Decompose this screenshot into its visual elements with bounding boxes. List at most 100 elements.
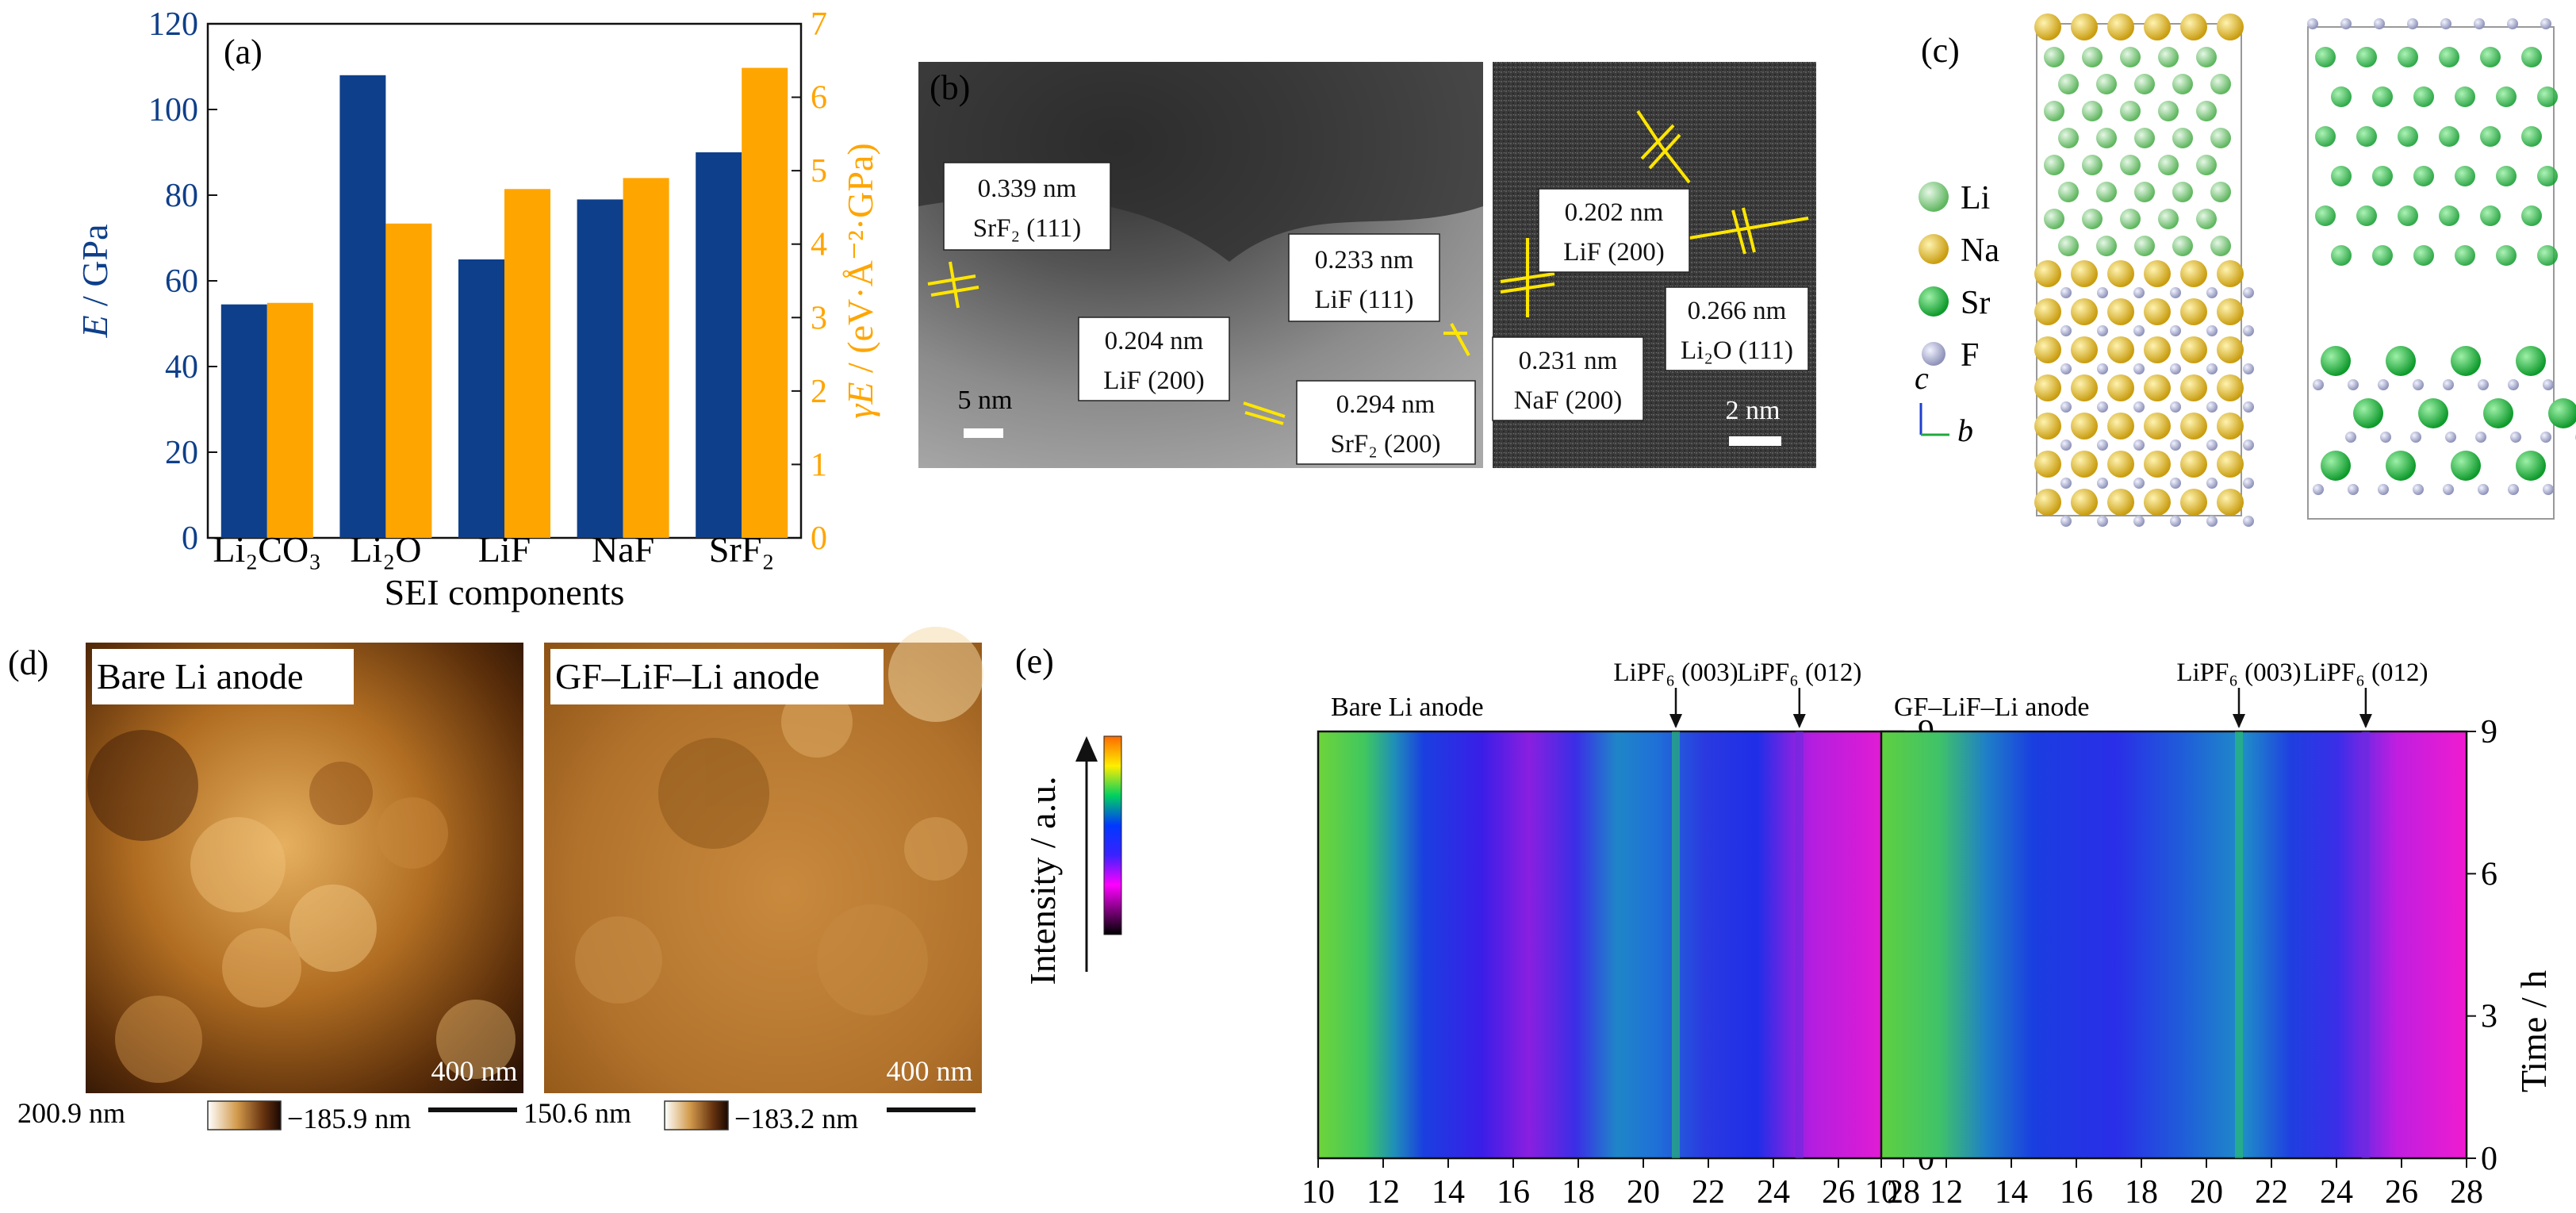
f-atom <box>2443 484 2454 495</box>
li-atom <box>2172 236 2193 256</box>
f-atom <box>2478 379 2489 390</box>
tem-right-scale-label: 2 nm <box>1726 396 1781 425</box>
na-atom <box>2217 336 2244 363</box>
na-atom <box>2034 374 2061 401</box>
afm-bare-scale-label: 400 nm <box>431 1055 517 1087</box>
intensity-arrow-head <box>1075 736 1098 762</box>
sr-atom <box>2321 451 2351 481</box>
na-atom <box>2071 451 2098 478</box>
peak-arrowhead <box>1792 714 1806 728</box>
left-tick-label: 20 <box>165 435 198 471</box>
x-category-label: Li₂O <box>350 529 421 570</box>
f-atom <box>2097 440 2108 451</box>
svg-text:SrF₂ (111): SrF₂ (111) <box>973 214 1081 243</box>
tem-annotation-0231: 0.231 nm NaF (200) <box>1492 336 1644 421</box>
li-atom <box>2134 182 2155 202</box>
f-atom <box>2097 401 2108 413</box>
na-atom <box>2217 13 2244 40</box>
afm-gf-grains <box>575 627 983 1015</box>
li-atom <box>2455 86 2475 107</box>
legend-swatch-li <box>1919 182 1949 212</box>
na-atom <box>2144 413 2171 440</box>
y-tick-label: 3 <box>2481 999 2497 1035</box>
legend-label-li: Li <box>1961 180 1990 217</box>
svg-text:0.202 nm: 0.202 nm <box>1565 198 1664 227</box>
f-atom <box>2510 432 2521 443</box>
afm-bare-grains <box>87 730 516 1083</box>
li-atom <box>2356 126 2377 147</box>
li-atom <box>2439 205 2459 226</box>
f-atom <box>2508 484 2519 495</box>
f-atom <box>2413 484 2424 495</box>
na-atom <box>2217 451 2244 478</box>
f-atom <box>2170 401 2181 413</box>
na-atom <box>2180 489 2207 516</box>
li-atom <box>2372 166 2393 186</box>
heatmap-title-1: GF–LiF–Li anode <box>1894 693 2089 722</box>
x-tick-label: 22 <box>2255 1174 2288 1211</box>
li-atom <box>2196 155 2217 175</box>
na-atom <box>2071 260 2098 287</box>
left-tick-label: 100 <box>148 92 198 129</box>
sr-atom <box>2548 398 2576 428</box>
f-atom <box>2206 516 2218 527</box>
bar-gamma-e-1 <box>385 223 432 538</box>
na-atom <box>2217 489 2244 516</box>
legend-swatch-sr <box>1919 286 1949 317</box>
na-atom <box>2071 489 2098 516</box>
li-atom <box>2496 245 2517 266</box>
y-tick-label: 6 <box>2481 856 2497 892</box>
li-atom <box>2058 182 2079 202</box>
panel-a-xlabel: SEI components <box>385 572 625 612</box>
peak-label: LiPF₆ (003) <box>2176 658 2301 687</box>
li-atom <box>2439 47 2459 67</box>
afm-bare-max: 200.9 nm <box>17 1097 125 1129</box>
f-atom <box>2133 363 2145 374</box>
left-tick-label: 0 <box>182 520 198 557</box>
f-atom <box>2445 432 2456 443</box>
f-atom <box>2060 363 2072 374</box>
li-atom <box>2496 86 2517 107</box>
panel-a-label: (a) <box>224 33 263 71</box>
x-category-label: Li₂CO₃ <box>213 529 321 570</box>
svg-text:0.339 nm: 0.339 nm <box>978 175 1077 203</box>
li-atom <box>2521 126 2542 147</box>
f-atom <box>2097 363 2108 374</box>
f-atom <box>2307 18 2318 29</box>
sr-atom <box>2451 346 2481 376</box>
tem-annotation-0266: 0.266 nm Li₂O (111) <box>1665 286 1809 371</box>
f-atom <box>2243 440 2254 451</box>
panel-d-label: (d) <box>8 643 48 682</box>
x-tick-label: 12 <box>1367 1174 1400 1211</box>
f-atom <box>2060 325 2072 336</box>
right-tick-label: 2 <box>811 374 827 410</box>
panel-c-structure: (c) Li Na Sr F c b <box>1915 13 2576 527</box>
f-atom <box>2243 325 2254 336</box>
f-atom <box>2378 484 2389 495</box>
na-atom <box>2034 489 2061 516</box>
f-atom <box>2170 363 2181 374</box>
f-atom <box>2540 18 2551 29</box>
f-atom <box>2508 379 2519 390</box>
li-atom <box>2044 209 2064 229</box>
li-atom <box>2172 128 2193 148</box>
li-atom <box>2439 126 2459 147</box>
x-tick-label: 18 <box>2125 1174 2158 1211</box>
f-atom <box>2407 18 2418 29</box>
f-atom <box>2060 287 2072 298</box>
na-atom <box>2107 336 2134 363</box>
right-tick-label: 3 <box>811 300 827 336</box>
f-atom <box>2060 478 2072 489</box>
tem-right-scale-bar <box>1729 436 1781 446</box>
f-atom <box>2206 287 2218 298</box>
li-atom <box>2044 101 2064 121</box>
f-atom <box>2474 18 2485 29</box>
f-atom <box>2097 516 2108 527</box>
li-atom <box>2315 205 2336 226</box>
sr-atom <box>2451 451 2481 481</box>
axis-c-label: c <box>1915 360 1929 396</box>
tem-annotation-0339: 0.339 nm SrF₂ (111) <box>943 162 1111 251</box>
tem-annotation-0204: 0.204 nm LiF (200) <box>1078 317 1230 401</box>
panel-d-afm: (d) Bare Li anode 400 nm GF–LiF–Li anode… <box>8 627 983 1134</box>
f-atom <box>2313 484 2324 495</box>
